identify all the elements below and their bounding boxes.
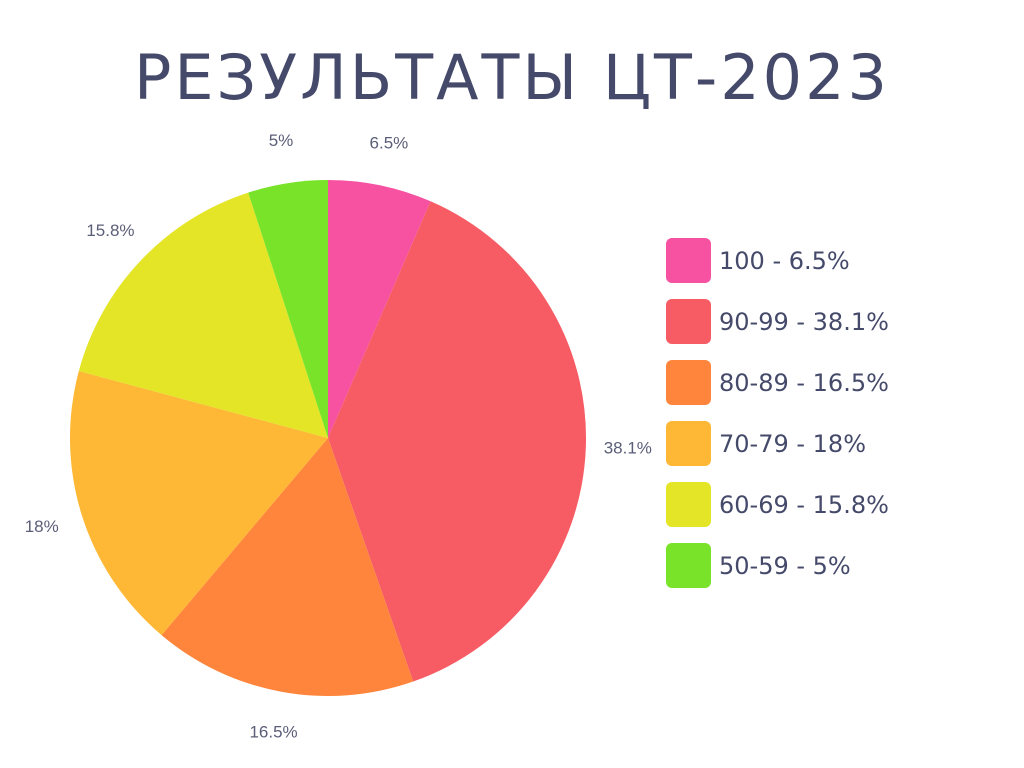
legend-label: 90-99 - 38.1% <box>719 307 889 336</box>
legend-swatch <box>666 482 711 527</box>
legend-label: 100 - 6.5% <box>719 246 850 275</box>
legend-item-80-89: 80-89 - 16.5% <box>666 360 1006 405</box>
pie-slice-70-79 <box>70 371 328 636</box>
pie-slice-80-89 <box>161 438 414 696</box>
legend-label: 60-69 - 15.8% <box>719 490 889 519</box>
legend-item-60-69: 60-69 - 15.8% <box>666 482 1006 527</box>
legend-item-90-99: 90-99 - 38.1% <box>666 299 1006 344</box>
pie-slice-label-90-99: 38.1% <box>604 438 652 457</box>
legend-swatch <box>666 421 711 466</box>
pie-slice-60-69 <box>78 192 328 438</box>
legend-swatch <box>666 299 711 344</box>
legend: 100 - 6.5% 90-99 - 38.1% 80-89 - 16.5% 70-7… <box>666 238 1006 604</box>
pie-slice-100 <box>328 180 431 438</box>
legend-swatch <box>666 360 711 405</box>
pie-slice-labels: 6.5% 38.1% 16.5% 18% 15.8% 5% <box>25 131 652 741</box>
chart-title: РЕЗУЛЬТАТЫ ЦТ-2023 <box>134 41 890 114</box>
pie-slice-90-99 <box>328 201 586 682</box>
pie-slice-50-59 <box>248 180 328 438</box>
pie-slice-label-70-79: 18% <box>25 517 59 536</box>
pie-slice-label-80-89: 16.5% <box>249 723 297 742</box>
legend-item-50-59: 50-59 - 5% <box>666 543 1006 588</box>
pie-slice-label-60-69: 15.8% <box>86 221 134 240</box>
legend-label: 80-89 - 16.5% <box>719 368 889 397</box>
legend-item-100: 100 - 6.5% <box>666 238 1006 283</box>
pie-slices <box>70 180 586 696</box>
legend-label: 70-79 - 18% <box>719 429 866 458</box>
pie-slice-label-100: 6.5% <box>370 134 409 153</box>
pie-slice-label-50-59: 5% <box>269 131 294 150</box>
legend-swatch <box>666 238 711 283</box>
legend-item-70-79: 70-79 - 18% <box>666 421 1006 466</box>
legend-label: 50-59 - 5% <box>719 551 851 580</box>
legend-swatch <box>666 543 711 588</box>
